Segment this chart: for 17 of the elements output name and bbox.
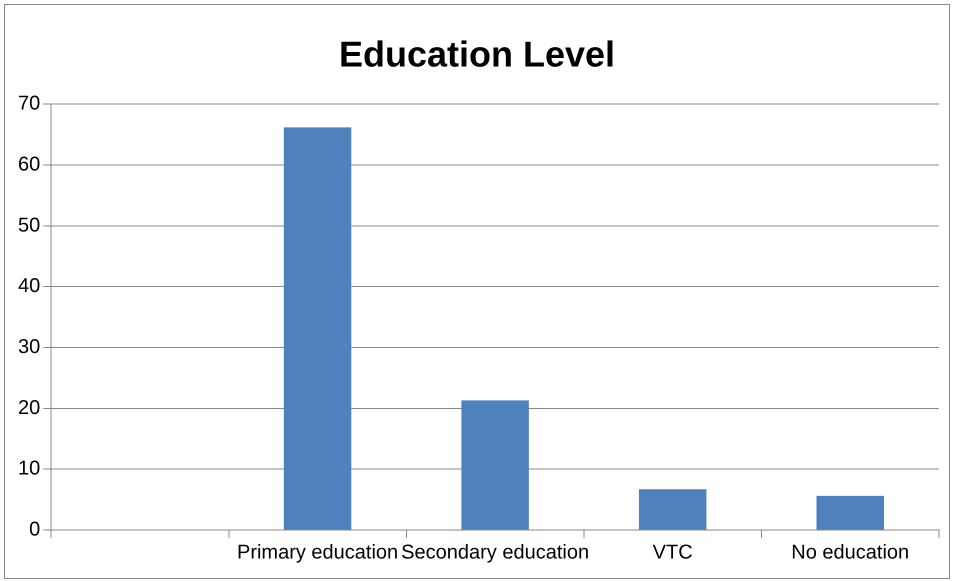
bar <box>461 400 529 530</box>
x-tick-label: Primary education <box>236 542 398 564</box>
x-tick-label: Secondary education <box>401 542 590 564</box>
chart-title: Education Level <box>338 34 616 75</box>
y-tick-label: 10 <box>18 458 40 480</box>
y-tick-label: 60 <box>18 154 40 176</box>
bar <box>284 127 352 530</box>
bar <box>816 496 884 530</box>
y-tick-label: 50 <box>18 214 40 236</box>
y-tick-label: 20 <box>18 396 40 419</box>
y-tick-label: 30 <box>18 336 40 358</box>
y-tick-label: 40 <box>18 275 40 298</box>
y-tick-label: 70 <box>18 92 40 115</box>
x-tick-label: No education <box>791 542 910 564</box>
y-tick-label: 0 <box>29 518 40 541</box>
bar <box>638 489 706 530</box>
x-tick-label: VTC <box>652 542 693 564</box>
